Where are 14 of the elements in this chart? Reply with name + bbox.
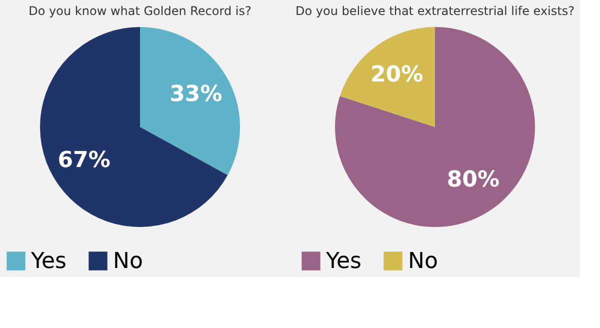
pie-slice — [140, 27, 240, 176]
data-label: 80% — [446, 168, 500, 193]
data-label: 67% — [58, 148, 110, 174]
chart-title: Do you believe that extraterrestrial life exists? — [296, 4, 574, 18]
pie-slice — [340, 27, 435, 127]
legend-label: Yes — [30, 249, 67, 274]
legend-label: No — [408, 249, 438, 274]
chart-title: Do you know what Golden Record is? — [28, 4, 252, 18]
data-label: 20% — [370, 62, 424, 88]
data-label: 33% — [170, 82, 222, 107]
legend-label: Yes — [325, 249, 362, 274]
pie-slice — [40, 27, 228, 227]
legend-label: No — [113, 249, 143, 274]
pie-slice — [335, 27, 535, 227]
